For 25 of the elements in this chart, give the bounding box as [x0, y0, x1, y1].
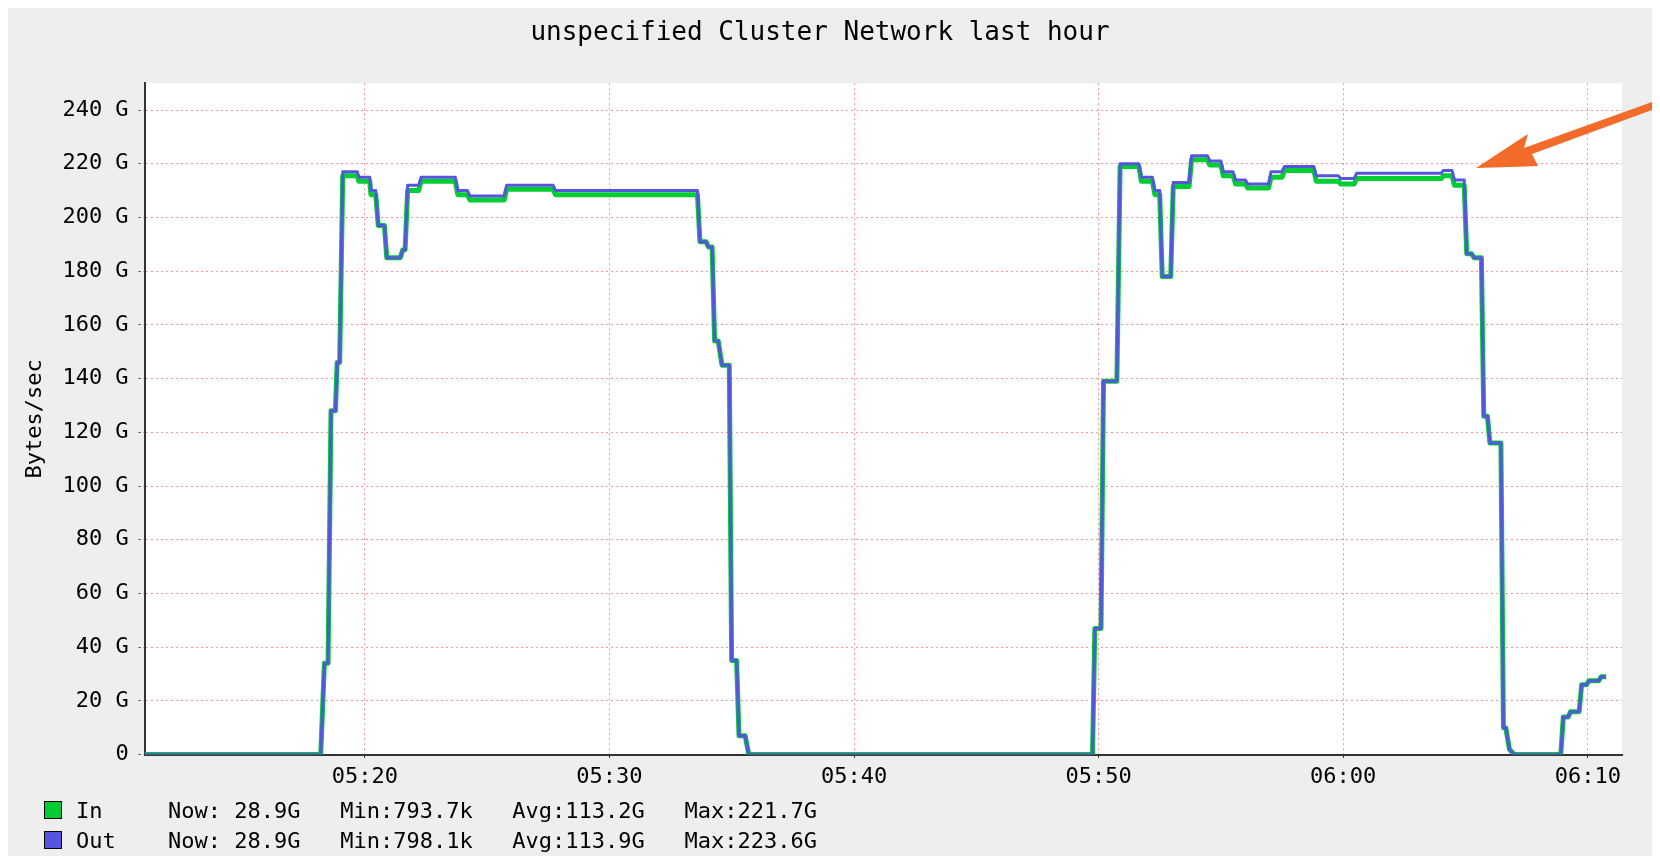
text: Now: 28.9G Min:798.1k Avg:113.9G Max:223.6G	[168, 827, 818, 853]
y-tick-label: 20 G	[75, 686, 129, 712]
y-tick-label: 40 G	[75, 632, 129, 658]
chart-title: unspecified Cluster Network last hour	[530, 16, 1110, 47]
x-tick-label: 05:20	[331, 762, 398, 788]
y-tick-label: 60 G	[75, 579, 129, 605]
x-tick-label: 05:40	[820, 762, 888, 788]
x-tick-label: 05:30	[576, 762, 643, 788]
x-tick-label: 06:00	[1310, 762, 1377, 788]
y-axis-title: Bytes/sec	[20, 359, 46, 479]
y-tick-label: 200 G	[62, 203, 129, 229]
y-tick-label: 120 G	[62, 418, 129, 444]
legend-label: In	[76, 797, 104, 823]
x-tick-label: 06:10	[1554, 762, 1621, 788]
text: Now: 28.9G Min:793.7k Avg:113.2G Max:221.7G	[168, 797, 818, 823]
y-tick-label: 240 G	[62, 95, 129, 121]
y-tick-label: 160 G	[62, 310, 129, 336]
y-tick-label: 180 G	[62, 256, 129, 282]
y-tick-label: 140 G	[62, 364, 129, 390]
y-tick-label: 220 G	[62, 149, 129, 175]
x-tick-label: 05:50	[1065, 762, 1132, 788]
y-tick-label: 80 G	[75, 525, 129, 551]
y-tick-label: 100 G	[62, 471, 129, 497]
y-tick-label: 0	[115, 740, 129, 766]
legend-label: Out	[76, 827, 117, 853]
